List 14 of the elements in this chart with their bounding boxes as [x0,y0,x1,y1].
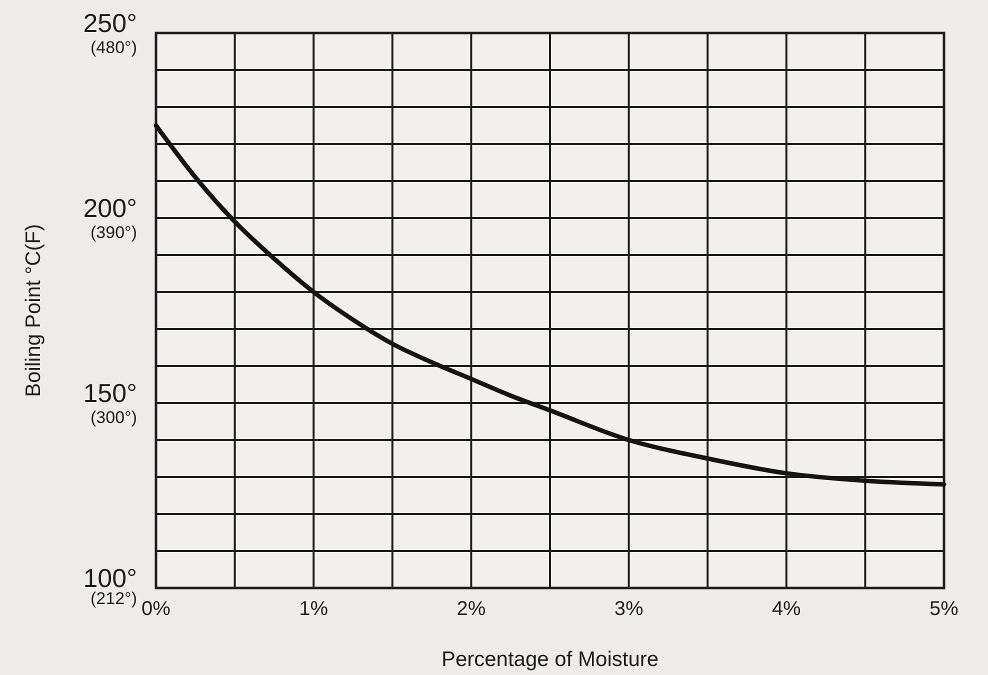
y-axis-title: Boiling Point °C(F) [22,224,45,397]
x-tick-label: 3% [614,598,644,620]
x-axis-title: Percentage of Moisture [441,648,659,671]
y-tick-label: 150° [83,378,137,408]
y-tick-label: 200° [83,193,137,223]
y2-tick-label: (390°) [90,223,137,242]
x-tick-label: 5% [930,598,959,620]
y2-tick-label: (480°) [90,38,137,57]
x-tick-label: 4% [772,598,802,620]
x-tick-label: 0% [142,598,171,620]
x-tick-label: 2% [456,598,486,620]
y2-tick-label: (300°) [90,408,137,427]
y-tick-label: 250° [83,8,137,38]
x-tick-label: 1% [299,598,328,620]
